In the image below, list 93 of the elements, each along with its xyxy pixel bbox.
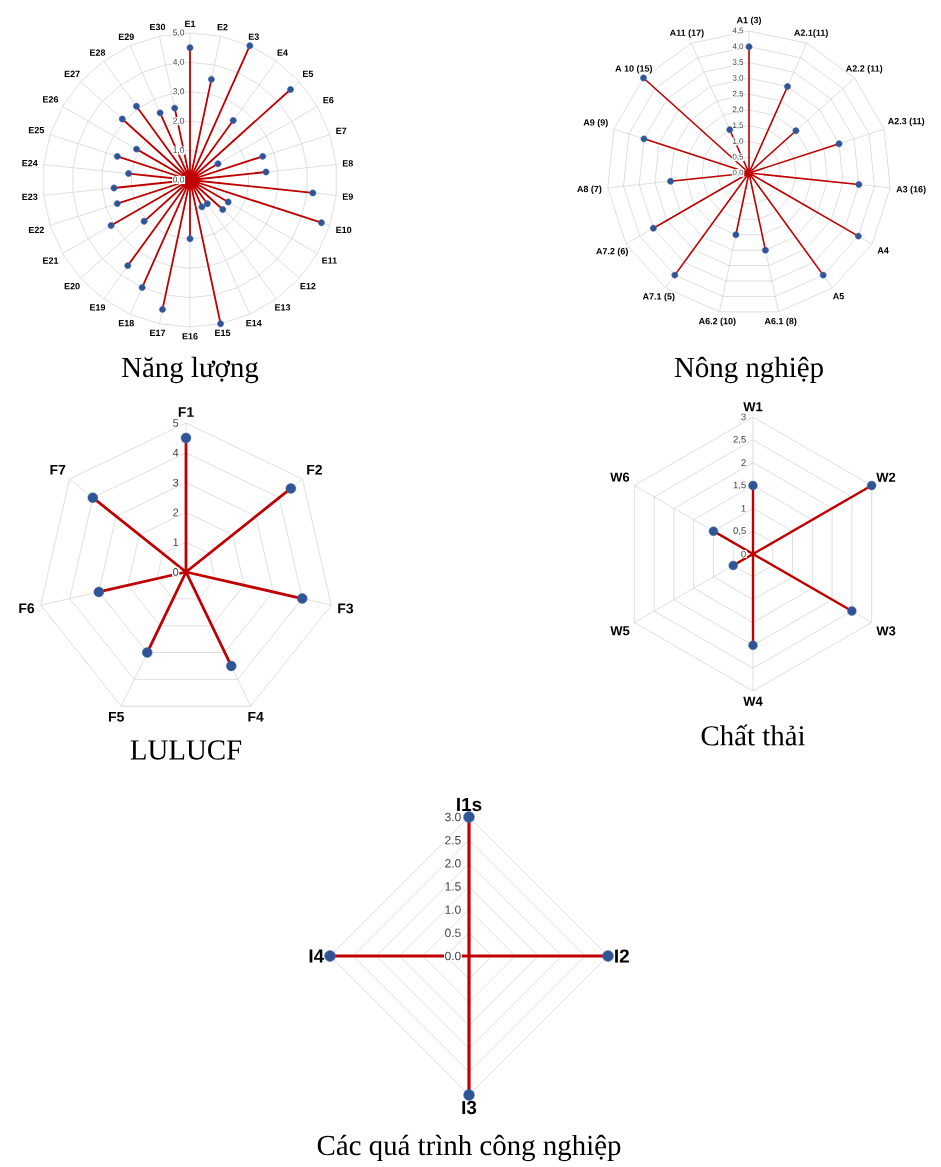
y-tick-label: 3.0 xyxy=(445,812,461,822)
y-tick-label: 2.5 xyxy=(445,835,461,845)
y-tick-label: 1.0 xyxy=(445,905,461,914)
y-tick-label: 2 xyxy=(173,508,179,517)
spoke-label: E27 xyxy=(64,70,80,77)
spoke-label: A2.3 (11) xyxy=(887,117,925,127)
spoke-label: E22 xyxy=(28,226,44,234)
spoke-label: A2.2 (11) xyxy=(846,65,883,74)
spoke-label: E7 xyxy=(336,127,347,134)
spoke-label: W5 xyxy=(610,626,630,636)
spoke-label: E18 xyxy=(118,320,134,327)
spoke-label: E26 xyxy=(43,96,59,103)
y-tick-label: 1,0 xyxy=(173,147,185,155)
spoke-label: E5 xyxy=(303,70,314,77)
spoke-label: A3 (16) xyxy=(896,185,926,195)
spoke-label: E13 xyxy=(275,304,291,311)
y-tick-label: 1 xyxy=(173,538,179,546)
y-tick-label: 0,0 xyxy=(173,176,185,184)
spoke-label: W1 xyxy=(743,402,763,412)
y-tick-label: 0,5 xyxy=(733,527,746,536)
y-tick-label: 5 xyxy=(173,419,179,427)
y-tick-label: 2,5 xyxy=(733,435,746,444)
spoke-label: E19 xyxy=(90,304,106,311)
y-tick-label: 5,0 xyxy=(173,29,185,37)
spoke-label: E23 xyxy=(22,193,38,201)
spoke-label: W3 xyxy=(876,626,896,636)
spoke-label: F1 xyxy=(178,407,194,417)
spoke-label: I2 xyxy=(615,949,629,963)
spoke-label: E9 xyxy=(342,193,353,200)
spoke-label: E6 xyxy=(323,96,334,104)
spoke-label: E14 xyxy=(246,320,262,327)
y-tick-label: 2.0 xyxy=(445,859,461,868)
spoke-label: E20 xyxy=(64,283,80,290)
spoke-label: E29 xyxy=(118,33,134,40)
y-tick-label: 1.5 xyxy=(445,882,461,891)
spoke-label: E15 xyxy=(215,329,231,337)
y-tick-label: 3,0 xyxy=(173,88,185,96)
spoke-label: E10 xyxy=(336,226,352,234)
spoke-label: F7 xyxy=(50,465,66,475)
spoke-label: E8 xyxy=(342,160,353,167)
y-tick-label: 0 xyxy=(173,568,179,576)
spoke-label: F6 xyxy=(19,603,35,614)
spoke-label: A7.1 (5) xyxy=(642,293,675,302)
spoke-label: E17 xyxy=(150,329,166,336)
y-tick-label: 2 xyxy=(741,459,746,466)
y-tick-label: 0.0 xyxy=(445,951,461,961)
spoke-label: E21 xyxy=(43,257,59,264)
spoke-label: A9 (9) xyxy=(583,119,608,128)
spoke-label: F5 xyxy=(109,711,124,722)
spoke-label: F3 xyxy=(338,603,354,614)
text: LULUCF xyxy=(130,740,242,760)
spoke-label: W6 xyxy=(610,472,630,482)
spoke-label: E25 xyxy=(28,126,45,134)
spoke-label: W4 xyxy=(743,696,763,706)
spoke-label: E28 xyxy=(90,49,106,56)
text: Chất thải xyxy=(701,724,806,746)
spoke-label: A11 (17) xyxy=(669,29,704,38)
spoke-label: E11 xyxy=(322,257,337,264)
spoke-label: A6.1 (8) xyxy=(764,317,797,327)
spoke-label: E12 xyxy=(300,283,316,290)
y-tick-label: 1,5 xyxy=(733,481,746,490)
spoke-label: A4 xyxy=(877,247,889,254)
spoke-label: A8 (7) xyxy=(577,185,602,194)
y-tick-label: 3 xyxy=(741,413,746,421)
spoke-label: A7.2 (6) xyxy=(596,247,628,257)
text: Các quá trình công nghiệp xyxy=(317,1134,621,1162)
y-tick-label: 2,0 xyxy=(173,117,185,125)
spoke-label: A5 xyxy=(832,293,844,300)
spoke-label: E16 xyxy=(182,333,198,340)
spoke-label: W2 xyxy=(876,472,896,482)
y-tick-label: 0 xyxy=(741,550,746,558)
y-tick-label: 3 xyxy=(173,478,179,487)
y-tick-label: 0.5 xyxy=(445,928,461,938)
y-tick-label: 4 xyxy=(172,449,179,457)
text: Năng lượng xyxy=(122,356,259,384)
spoke-label: F4 xyxy=(248,711,264,722)
spoke-label: I1s xyxy=(457,797,482,812)
spoke-label: A6.2 (10) xyxy=(698,317,736,327)
spoke-label: E2 xyxy=(217,23,228,31)
spoke-label: E4 xyxy=(277,49,288,56)
spoke-label: A1 (3) xyxy=(736,16,762,26)
spoke-label: E3 xyxy=(248,33,259,40)
spoke-label: A 10 (15) xyxy=(615,65,653,74)
y-tick-label: 1 xyxy=(741,505,746,512)
spoke-label: F2 xyxy=(307,464,322,475)
spoke-label: I3 xyxy=(462,1100,477,1115)
spoke-label: E1 xyxy=(185,20,196,27)
spoke-label: A2.1(11) xyxy=(794,29,828,38)
spoke-label: E24 xyxy=(22,160,38,167)
spoke-label: E30 xyxy=(150,23,166,31)
text: Nông nghiệp xyxy=(674,356,823,384)
y-tick-label: 4,0 xyxy=(172,58,185,66)
spoke-label: I4 xyxy=(309,949,325,963)
